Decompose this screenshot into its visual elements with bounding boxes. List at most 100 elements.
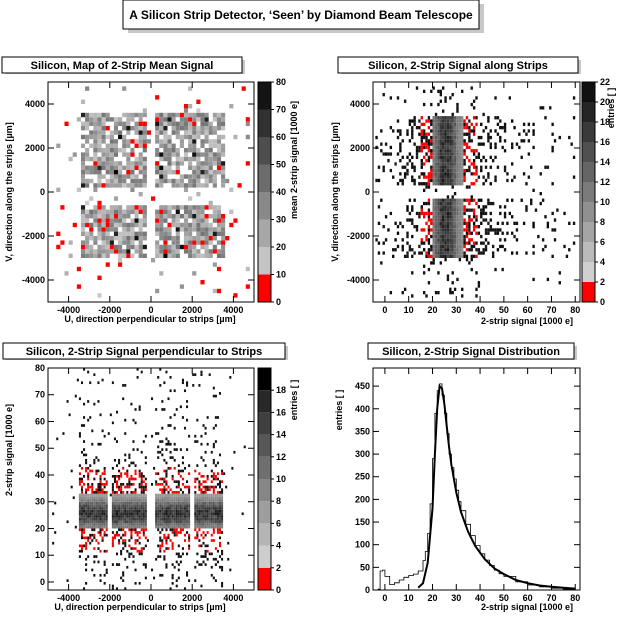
p2-cell [472,221,476,225]
p3-cell [115,512,119,516]
p3-cell [95,509,98,513]
p2-cell [511,162,514,166]
p3-cell [95,456,98,459]
p3-cell [186,448,189,451]
p2-cell [465,241,469,245]
p3-cell [177,512,180,516]
p3-cell [99,413,102,417]
p3-cell [124,517,127,521]
p2-cell [451,225,454,229]
p2-cell [434,116,438,120]
p1-cell [192,227,197,232]
p2-cell [439,228,442,232]
p2-cell [477,231,481,235]
p2-cell [472,162,476,166]
p1-cell [85,86,90,91]
p3-cell [115,587,119,590]
p1-cell [200,165,205,170]
p3-cell [132,560,135,564]
p1-cell [221,170,226,175]
p1-cell [142,218,147,223]
p2-z-tick-label: 0 [600,297,605,307]
p2-cell [496,116,500,120]
p2-cell [446,225,450,229]
p1-cell [113,178,119,184]
p1-cell [192,209,197,214]
p3-cell [169,442,172,446]
p2-cell [444,152,447,156]
p1-cell [221,249,226,254]
p2-cell [456,142,459,146]
p1-cell [196,222,201,228]
p2-cell [449,159,452,163]
p1-cell [192,236,197,241]
p3-cell [169,466,172,470]
p1-cell [97,130,102,135]
p2-cell [451,172,454,176]
p3-cell [89,381,92,385]
p1-cell [183,126,189,131]
p2-cell [501,267,504,272]
p1-palette-band [258,274,271,302]
p1-cell [233,134,238,140]
p2-cell [446,215,450,219]
p3-cell [87,536,90,540]
p1-cell [105,126,110,131]
p3-cell [99,493,102,497]
p1-cell [97,134,102,140]
p3-cell [83,493,86,497]
p3-cell [101,488,104,492]
p2-cell [511,251,514,255]
p3-cell [200,512,203,516]
p1-cell [175,161,180,166]
p3-cell [83,520,86,524]
p2-cell [449,287,452,291]
p2-cell [444,215,447,219]
p3-cell [99,477,102,481]
p2-cell [487,228,490,232]
p2-cell [472,228,476,232]
p2-heatmap-cells [375,86,576,298]
p1-cell [221,134,226,140]
p2-cell [461,159,464,163]
p3-cell [202,536,205,540]
p3-cell [126,496,129,500]
p1-cell [113,121,119,126]
p2-cell [444,258,447,262]
p3-cell [122,501,125,505]
p2-cell [442,251,445,255]
p3-cell [126,507,129,510]
p1-cell [204,183,209,188]
p2-cell [444,178,447,183]
p3-cell [210,509,213,513]
p2-cell [532,251,535,255]
p3-cell [78,472,81,475]
p1-cell [101,148,106,153]
p3-cell [212,531,215,534]
p2-cell [411,132,414,136]
p3-cell [163,504,166,508]
p3-cell [210,525,213,529]
p1-cell [208,161,213,166]
p2-cell [420,162,423,166]
p1-cell [89,231,94,236]
p4-y-tick-label: 0 [365,585,370,595]
p2-cell [449,172,452,176]
p1-cell [85,126,90,131]
p1-cell [196,165,201,170]
p3-cell [134,488,137,492]
p2-cell [434,238,438,242]
p3-cell [56,437,59,441]
p2-cell [449,231,452,235]
p3-cell [120,488,123,492]
p3-cell [78,480,81,484]
p1-cell [167,139,172,144]
p3-cell [111,501,114,505]
p3-cell [138,523,141,526]
p2-cell [432,122,435,126]
p3-cell [183,512,187,516]
p3-palette-band [258,523,271,546]
p3-cell [179,517,182,521]
p2-cell [434,178,438,183]
p2-cell [446,119,450,123]
